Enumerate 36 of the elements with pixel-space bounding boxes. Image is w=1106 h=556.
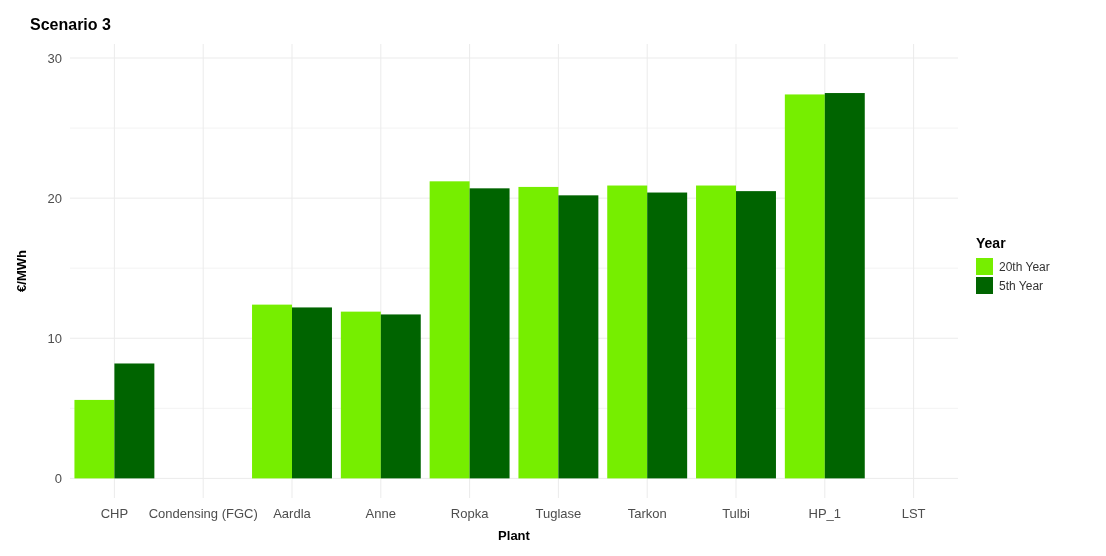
x-tick-label: Tarkon (627, 506, 667, 521)
x-tick-label: Tulbi (722, 506, 750, 521)
x-tick-label: Ropka (450, 506, 490, 521)
bar (558, 195, 599, 479)
x-tick-label: Condensing (FGC) (148, 506, 258, 521)
x-tick-label: Tuglase (535, 506, 582, 521)
bar (429, 181, 470, 479)
x-tick-label: Aardla (273, 506, 312, 521)
bar (647, 192, 688, 479)
bar (469, 188, 510, 479)
legend-label: 5th Year (999, 279, 1044, 293)
x-tick-label: HP_1 (808, 506, 842, 521)
bar (824, 93, 865, 479)
bar (607, 185, 648, 479)
chart-title: Scenario 3 (30, 16, 112, 33)
y-tick-label: 10 (47, 330, 62, 346)
bar (340, 311, 381, 479)
bar (696, 185, 736, 479)
y-tick-label: 0 (54, 470, 62, 486)
bar (736, 191, 776, 479)
y-axis-title: €/MWh (14, 250, 29, 292)
x-axis-title: Plant (498, 528, 531, 543)
bar (74, 399, 115, 479)
bar (518, 186, 559, 479)
y-tick-label: 30 (47, 50, 62, 66)
bar (292, 307, 332, 479)
x-tick-label: CHP (100, 506, 129, 521)
bar (252, 304, 292, 479)
bar (380, 314, 421, 479)
bar (784, 94, 825, 479)
y-tick-label: 20 (47, 190, 62, 206)
legend-label: 20th Year (999, 260, 1050, 274)
x-tick-label: LST (901, 506, 926, 521)
bar (114, 363, 155, 479)
legend-title: Year (976, 235, 1007, 251)
x-tick-label: Anne (365, 506, 396, 521)
